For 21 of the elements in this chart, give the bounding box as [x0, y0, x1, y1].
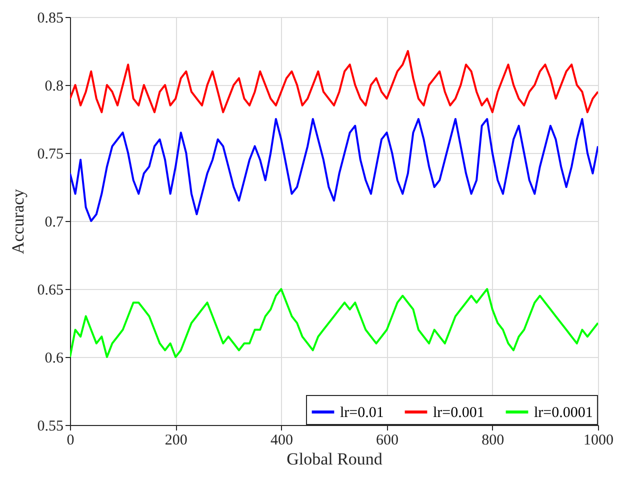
line-series — [70, 118, 598, 222]
y-tick-label: 0.75 — [37, 146, 64, 162]
x-axis-title: Global Round — [286, 450, 383, 468]
y-tick-label: 0.6 — [44, 350, 64, 366]
y-tick-label: 0.55 — [37, 418, 64, 434]
legend-label: lr=0.001 — [433, 405, 484, 421]
line-series — [70, 50, 598, 114]
y-tick-label: 0.8 — [44, 78, 64, 94]
x-tick-label: 600 — [376, 432, 399, 448]
x-tick-label: 1000 — [584, 432, 614, 448]
y-axis-title: Accuracy — [8, 188, 28, 254]
x-tick-label: 0 — [66, 432, 74, 448]
x-tick-label: 200 — [164, 432, 188, 448]
x-tick-label: 800 — [482, 432, 504, 448]
y-tick-label: 0.7 — [44, 214, 64, 230]
legend-label: lr=0.0001 — [534, 405, 593, 421]
x-tick-label: 400 — [270, 432, 293, 448]
legend-label: lr=0.01 — [340, 405, 384, 421]
y-tick-label: 0.65 — [37, 282, 64, 298]
line-series — [70, 288, 598, 358]
y-tick-label: 0.85 — [37, 10, 64, 26]
